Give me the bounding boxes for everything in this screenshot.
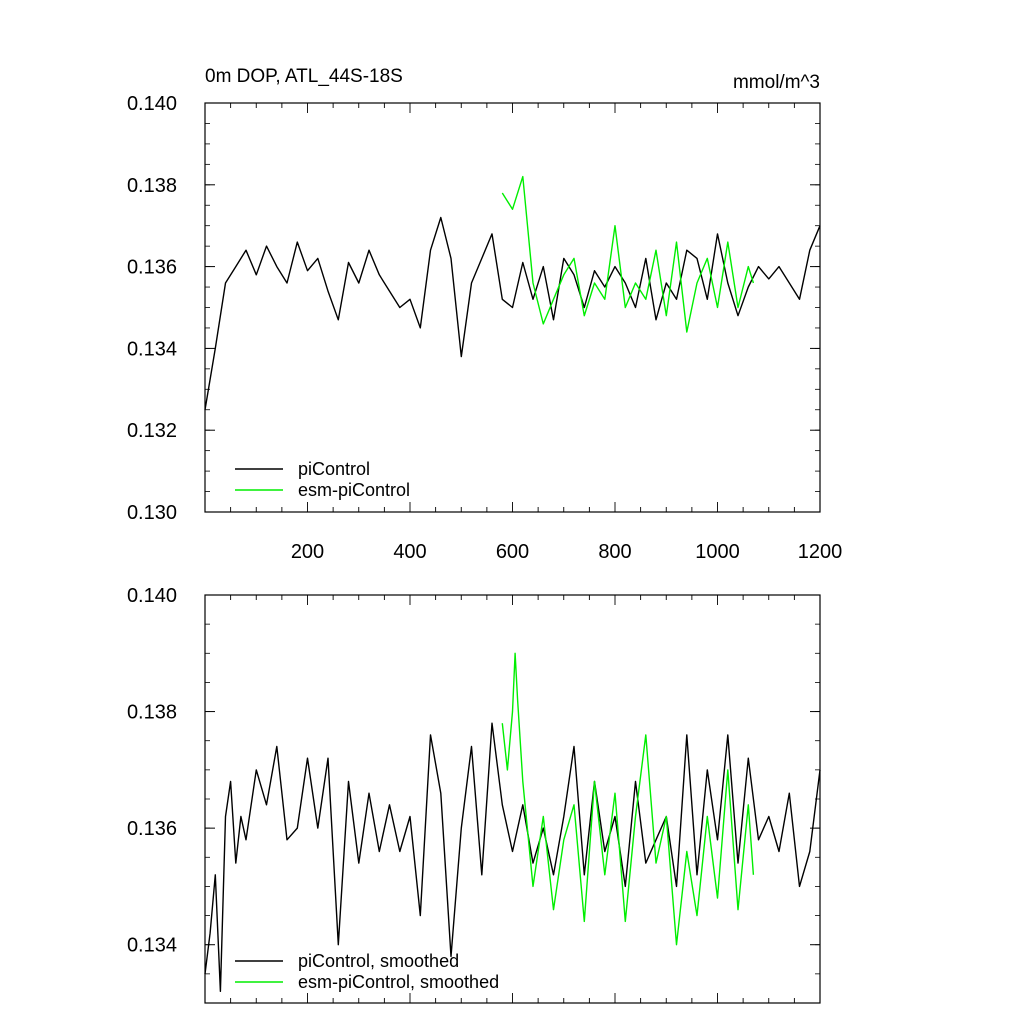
top-x-tick-label: 600 xyxy=(496,541,529,563)
top-y-tick-label: 0.134 xyxy=(127,338,177,360)
bottom-series-line-picontrol xyxy=(204,722,821,992)
top-x-tick-label: 800 xyxy=(598,541,631,563)
bottom-panel: 0.134 0.136 0.138 0.140 piControl, smoothed… xyxy=(127,585,821,1004)
top-y-tick-label: 0.140 xyxy=(127,93,177,115)
bottom-axis-ticks: 0.134 0.136 0.138 0.140 xyxy=(127,585,821,1004)
bottom-y-tick-label: 0.138 xyxy=(127,702,177,724)
top-panel: 0m DOP, ATL_44S-18S mmol/m^3 0.1300.1320… xyxy=(127,66,842,563)
top-axis-ticks: 0.130 0.132 0.134 0.136 0.138 0.140 200 400 600 8… xyxy=(127,93,842,563)
bottom-plot-frame xyxy=(204,594,821,1004)
top-panel-title: 0m DOP, ATL_44S-18S xyxy=(205,66,403,87)
top-series-group xyxy=(204,175,821,410)
top-series-line-esm-picontrol xyxy=(501,175,755,333)
legend-label-esm-picontrol: esm-piControl xyxy=(298,480,410,500)
legend-label-esm-picontrol-smoothed: esm-piControl, smoothed xyxy=(298,972,499,992)
top-series-line-picontrol xyxy=(204,216,821,410)
top-y-tick-label: 0.132 xyxy=(127,420,177,442)
bottom-y-tick-label: 0.136 xyxy=(127,818,177,840)
top-y-tick-label: 0.138 xyxy=(127,175,177,197)
top-y-tick-label: 0.136 xyxy=(127,257,177,279)
top-legend: piControl esm-piControl xyxy=(235,459,410,500)
top-x-tick-label: 1000 xyxy=(695,541,740,563)
bottom-series-line-esm-picontrol xyxy=(501,652,755,946)
top-y-tick-label: 0.130 xyxy=(127,502,177,524)
bottom-legend: piControl, smoothed esm-piControl, smoot… xyxy=(235,951,499,992)
legend-label-picontrol-smoothed: piControl, smoothed xyxy=(298,951,459,971)
bottom-y-tick-label: 0.134 xyxy=(127,935,177,957)
bottom-y-tick-label: 0.140 xyxy=(127,585,177,607)
legend-label-picontrol: piControl xyxy=(298,459,370,479)
top-panel-units: mmol/m^3 xyxy=(733,72,820,93)
top-x-tick-label: 200 xyxy=(291,541,324,563)
top-x-tick-label: 400 xyxy=(393,541,426,563)
bottom-series-group xyxy=(204,652,821,992)
top-x-tick-label: 1200 xyxy=(798,541,843,563)
